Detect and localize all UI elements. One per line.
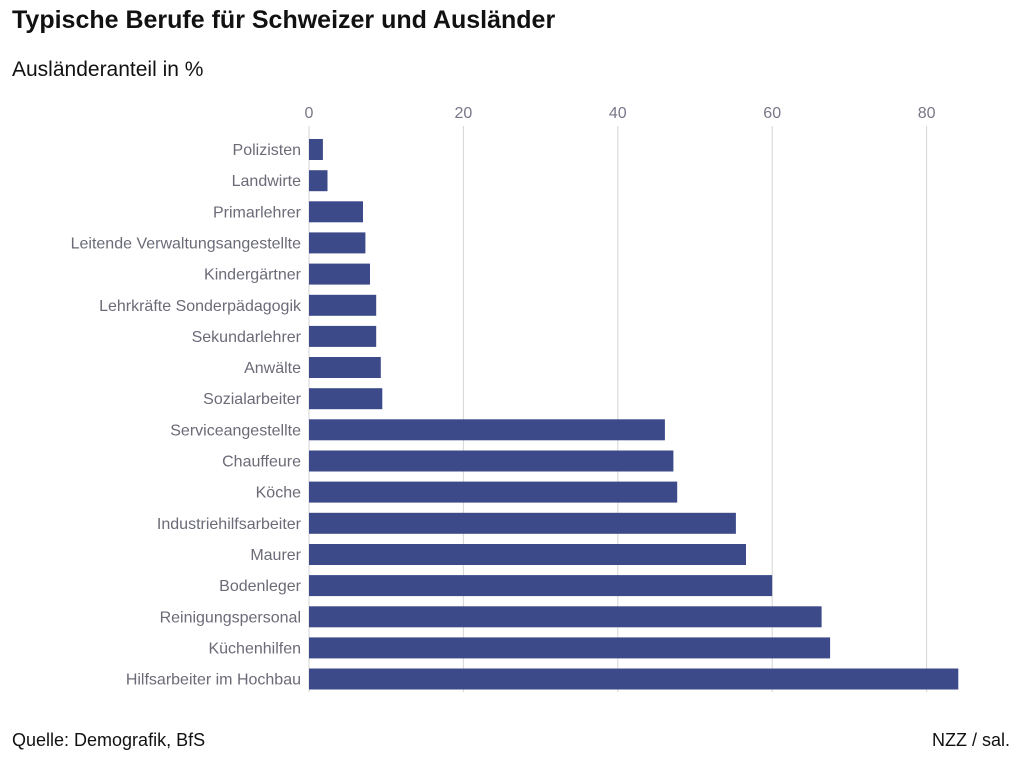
bar [309, 481, 678, 503]
category-label: Lehrkräfte Sonderpädagogik [99, 298, 302, 315]
category-label: Industriehilfsarbeiter [157, 516, 302, 533]
x-tick-label: 20 [455, 105, 473, 122]
bar [309, 263, 370, 285]
category-label: Reinigungspersonal [160, 609, 301, 626]
category-label: Leitende Verwaltungsangestellte [71, 235, 301, 252]
category-label: Bodenleger [219, 578, 302, 595]
category-label: Primarlehrer [213, 204, 302, 221]
source-note: Quelle: Demografik, BfS [12, 730, 206, 750]
bar [309, 294, 377, 316]
x-tick-label: 40 [609, 105, 627, 122]
category-label: Sekundarlehrer [192, 329, 302, 346]
category-label: Landwirte [232, 173, 301, 190]
category-label: Küchenhilfen [208, 640, 301, 657]
bar [309, 450, 674, 472]
bar [309, 201, 363, 223]
bar [309, 139, 323, 160]
category-label: Kindergärtner [204, 267, 302, 284]
x-tick-label: 80 [918, 105, 936, 122]
bar [309, 419, 665, 441]
category-label: Sozialarbeiter [203, 391, 302, 408]
bar [309, 606, 822, 628]
bar [309, 357, 381, 378]
category-label: Polizisten [233, 142, 301, 159]
category-label: Köche [256, 485, 301, 502]
x-tick-label: 60 [763, 105, 781, 122]
bar [309, 575, 773, 597]
bar [309, 325, 377, 347]
credit-note: NZZ / sal. [931, 730, 1010, 750]
chart-subtitle: Ausländeranteil in % [12, 58, 204, 81]
category-label: Anwälte [244, 360, 301, 377]
category-label: Serviceangestellte [170, 422, 301, 439]
category-label: Chauffeure [222, 454, 301, 471]
bar [309, 544, 746, 565]
bar [309, 512, 736, 534]
bar [309, 232, 366, 254]
bar [309, 388, 383, 410]
bar [309, 637, 831, 659]
category-label: Hilfsarbeiter im Hochbau [126, 672, 301, 689]
chart-title: Typische Berufe für Schweizer und Auslän… [12, 6, 556, 34]
x-tick-label: 0 [305, 105, 314, 122]
bar [309, 170, 328, 192]
bar [309, 668, 959, 690]
category-label: Maurer [250, 547, 301, 564]
